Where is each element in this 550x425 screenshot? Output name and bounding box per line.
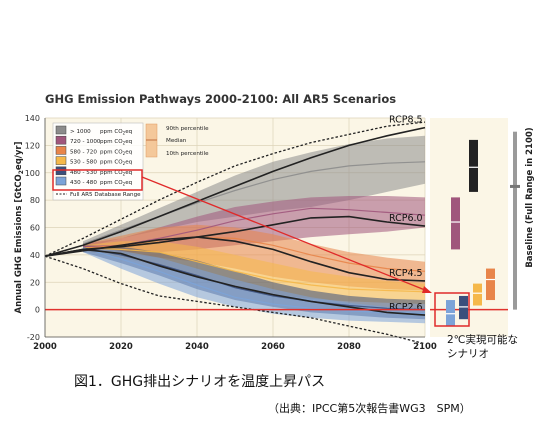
median-line-530-580 [82,247,426,293]
y-tick-label: 0 [35,306,40,315]
full-range-low [44,255,426,345]
legend-percentile-90: 90th percentile [166,126,209,132]
band--1000 [83,135,425,248]
chart-title: GHG Emission Pathways 2000-2100: All AR5… [45,92,396,106]
rcp-label-RCP2-6: RCP2.6 [389,302,423,313]
legend-unit-label: ppm CO2eq [100,149,133,156]
highlight-arrow-line [141,176,431,293]
y-tick-label: 20 [30,278,40,287]
baseline-whisker [513,131,517,310]
legend-percentile-10: 10th percentile [166,151,209,157]
baseline-median-tick [510,184,520,188]
x-tick-label: 2020 [109,342,133,352]
legend-highlight-box [52,169,143,191]
legend-range-label: 720 - 1000 [70,139,101,145]
legend-unit-label: ppm CO2eq [100,160,133,167]
figure-source: （出典：IPCC第5次報告書WG3 SPM） [268,402,471,415]
rcp-line-RCP2-6 [44,248,426,316]
legend-range-label: 480 - 530 [70,170,97,176]
y-tick-label: 40 [30,251,40,260]
legend-unit-label: ppm CO2eq [100,180,133,187]
legend-swatch [55,166,67,176]
scenario-highlight-box [434,292,470,327]
rcp-label-RCP8-5: RCP8.5 [389,115,423,126]
scenario-annotation: シナリオ [447,348,489,360]
legend-swatch [55,135,67,145]
y-tick-label: 140 [25,114,40,123]
legend-box [52,122,144,201]
y-tick-label: -20 [27,333,40,342]
legend-range-label: 430 - 480 [70,180,97,186]
highlight-arrow-head [422,286,432,293]
x-tick-label: 2080 [337,342,361,352]
y-tick-label: 120 [25,141,40,150]
rcp-line-RCP8-5 [44,126,426,257]
median-line-430-480 [82,247,426,315]
y-tick-label: 60 [30,224,40,233]
legend-swatch [55,146,67,155]
legend-median: Median [166,138,187,144]
legend-swatch [55,125,67,135]
baseline-bar-530-580 [473,283,482,306]
scenario-annotation: 2℃実現可能な [447,333,518,346]
baseline-bar--1000 [469,139,478,192]
y-tick-label: 80 [30,196,40,205]
rcp-label-RCP4-5: RCP4.5 [389,268,423,279]
baseline-bar-580-720 [486,268,495,301]
x-tick-label: 2000 [33,342,57,352]
legend-range-label: 580 - 720 [70,149,97,155]
legend-unit-label: ppm CO2eq [100,139,133,146]
x-tick-label: 2100 [413,342,437,352]
baseline-bar-430-480 [446,300,455,327]
baseline-bar-720-1000 [451,197,460,250]
y-axis-label: Annual GHG Emissions [GtCO2eq/yr] [14,141,25,313]
rcp-line-RCP4-5 [44,236,426,282]
y-tick-label: 100 [25,169,40,178]
legend-full-range-label: Full AR5 Database Range [70,192,141,198]
figure-caption: 図1．GHG排出シナリオを温度上昇パス [74,374,326,390]
baseline-label: Baseline (Full Range in 2100) [525,127,535,267]
legend-unit-label: ppm CO2eq [100,170,133,177]
legend-swatch [55,176,67,186]
x-tick-label: 2060 [261,342,285,352]
legend-range-label: 530 - 580 [70,160,97,166]
x-tick-label: 2040 [185,342,209,352]
legend-unit-label: ppm CO2eq [100,129,133,136]
legend-range-label: > 1000 [70,129,91,135]
legend-swatch [55,156,67,165]
baseline-bar-480-530 [459,295,468,320]
rcp-label-RCP6-0: RCP6.0 [389,213,423,224]
